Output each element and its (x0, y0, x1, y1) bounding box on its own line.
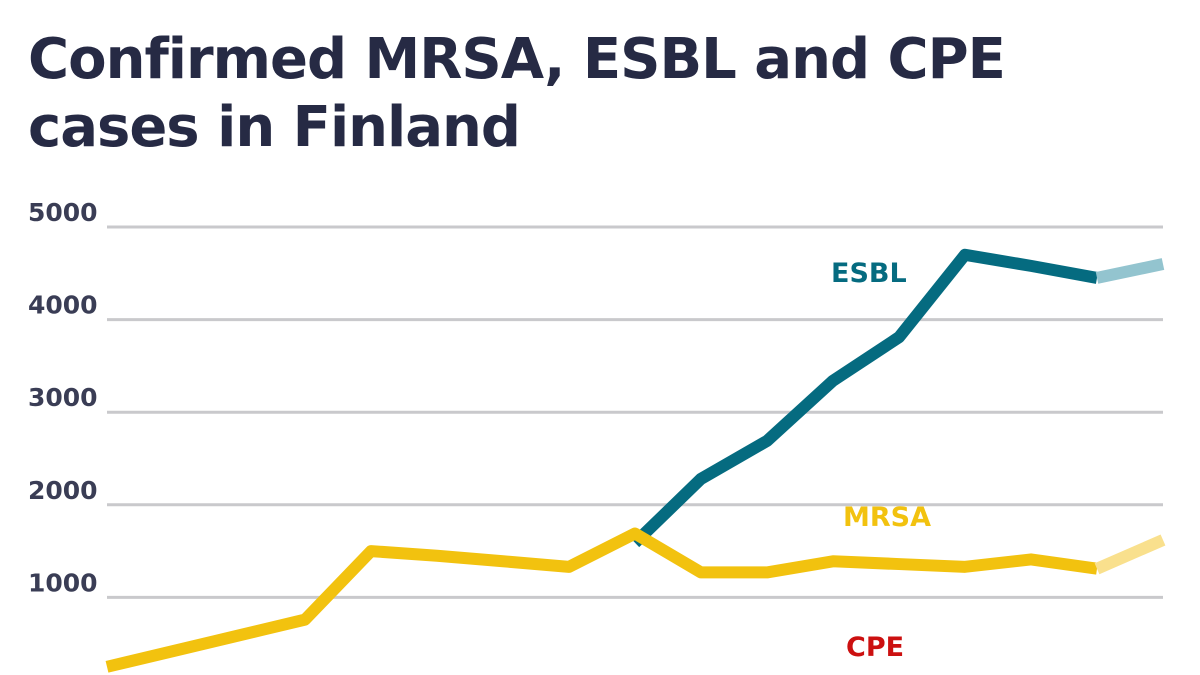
mrsa-line (105, 527, 1098, 673)
y-axis-tick-labels: 5000 4000 3000 2000 1000 (28, 198, 98, 597)
series-label-mrsa: MRSA (843, 502, 931, 533)
y-tick-label: 4000 (28, 291, 98, 320)
esbl-line-provisional (1095, 258, 1165, 284)
y-tick-label: 3000 (28, 383, 98, 412)
series-lines (105, 248, 1166, 673)
series-label-esbl: ESBL (831, 258, 907, 289)
y-tick-label: 5000 (28, 198, 98, 227)
gridlines (107, 225, 1163, 599)
mrsa-line-provisional (1094, 534, 1166, 575)
series-label-cpe: CPE (846, 632, 904, 663)
y-tick-label: 1000 (28, 568, 98, 597)
esbl-line (630, 248, 1099, 548)
chart-title: Confirmed MRSA, ESBL and CPE cases in Fi… (28, 27, 1006, 160)
series-labels: ESBL MRSA CPE (831, 258, 931, 663)
y-tick-label: 2000 (28, 476, 98, 505)
